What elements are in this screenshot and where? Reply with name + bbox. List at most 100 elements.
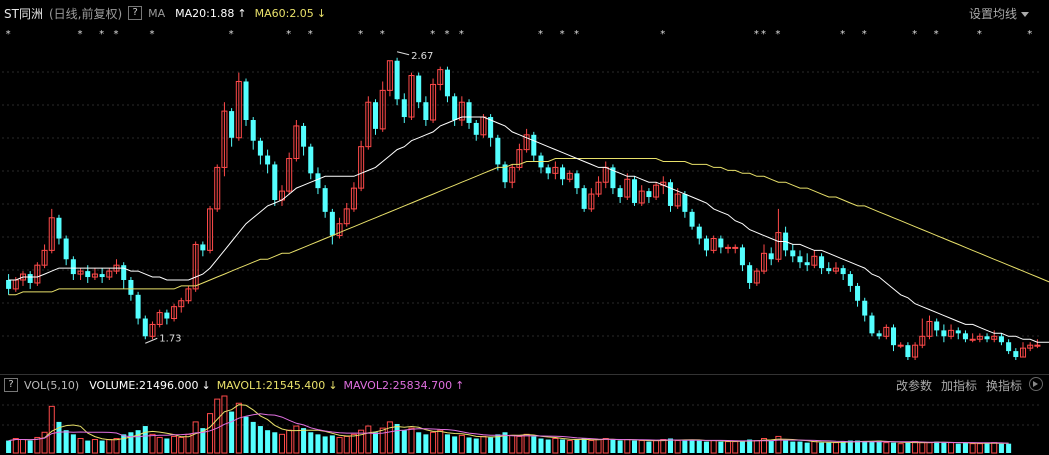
volume-bar-up <box>437 429 444 454</box>
event-marker: * <box>444 29 449 40</box>
candle-down <box>934 321 940 331</box>
candle-down <box>560 167 566 180</box>
candle-down <box>495 137 501 165</box>
candle-up <box>710 238 717 251</box>
candle-up <box>760 252 768 272</box>
event-marker: * <box>358 29 363 40</box>
candle-down <box>229 111 235 138</box>
volume-bar-up <box>350 433 357 454</box>
candle-down <box>1013 351 1019 358</box>
event-marker: * <box>660 29 665 40</box>
candle-down <box>135 294 141 319</box>
candle-down <box>423 102 429 120</box>
candle-down <box>142 318 148 337</box>
add-indicator-button[interactable]: 加指标 <box>941 379 978 393</box>
volume-bar-up <box>480 435 487 454</box>
volume-bar-down <box>502 432 508 453</box>
candle-up <box>221 110 228 168</box>
event-marker: * <box>78 29 83 40</box>
volume-bar-down <box>847 440 853 453</box>
volume-bar-up <box>386 421 393 454</box>
volume-bar-down <box>876 440 882 453</box>
volume-bar-down <box>646 441 652 453</box>
volume-bar-down <box>696 440 702 453</box>
candle-down <box>819 256 825 269</box>
volume-bar-up <box>113 437 120 454</box>
event-marker: * <box>430 29 435 40</box>
volume-bar-down <box>862 441 868 453</box>
candle-up <box>919 335 926 346</box>
candle-down <box>85 271 91 278</box>
volume-bar-down <box>372 432 379 453</box>
candle-down <box>840 268 846 275</box>
volume-bar-up <box>725 441 732 454</box>
candle-down <box>63 238 69 260</box>
volume-help-button[interactable]: ? <box>4 378 18 392</box>
volume-bar-up <box>207 413 214 454</box>
candle-up <box>343 208 350 225</box>
volume-bar-down <box>99 440 105 453</box>
volume-bar-down <box>998 443 1004 453</box>
candle-down <box>890 327 897 346</box>
switch-indicator-button[interactable]: 换指标 <box>986 379 1023 393</box>
candle-down <box>790 250 796 257</box>
event-marker: * <box>840 29 845 40</box>
volume-bar-up <box>523 433 530 454</box>
volume-bar-down <box>63 430 69 453</box>
volume-bar-up <box>149 433 156 454</box>
candle-up <box>624 178 631 198</box>
volume-bar-up <box>552 437 559 454</box>
candle-up <box>207 208 214 251</box>
play-icon[interactable] <box>1029 377 1043 391</box>
volume-bar-down <box>423 434 429 453</box>
volume-bar-up <box>516 435 523 454</box>
candle-down <box>272 164 278 200</box>
volume-bar-down <box>804 442 810 453</box>
volume-bar-up <box>912 441 919 454</box>
candle-up <box>235 80 242 139</box>
candle-up <box>286 158 293 192</box>
candle-up <box>34 264 41 284</box>
candle-down <box>250 120 256 141</box>
event-marker: * <box>229 29 234 40</box>
event-marker: * <box>286 29 291 40</box>
volume-indicator-name: VOL(5,10) <box>24 378 80 392</box>
volume-bar-down <box>265 430 271 453</box>
volume-bar-up <box>760 437 768 454</box>
volume-bar-down <box>869 441 875 453</box>
change-params-button[interactable]: 改参数 <box>896 379 933 393</box>
volume-bar-down <box>6 440 12 453</box>
candle-down <box>531 134 537 156</box>
candle-up <box>430 83 437 121</box>
stock-name[interactable]: ST同洲 <box>4 6 43 21</box>
candle-down <box>862 300 868 316</box>
volume-bar-down <box>329 435 335 453</box>
candle-down <box>739 247 745 266</box>
help-button[interactable]: ? <box>128 6 143 20</box>
candle-down <box>27 274 33 283</box>
candle-up <box>386 60 393 91</box>
candle-down <box>329 211 335 236</box>
candle-down <box>718 238 724 248</box>
settings-ma-button[interactable]: 设置均线 <box>969 5 1029 22</box>
up-arrow-icon: ↑ <box>455 378 465 392</box>
volume-bar-up <box>343 435 350 454</box>
volume-bar-down <box>718 441 724 453</box>
volume-bar-up <box>653 440 660 454</box>
volume-bar-down <box>984 442 990 453</box>
volume-bar-up <box>976 443 983 454</box>
volume-bar-down <box>826 442 832 453</box>
event-marker: * <box>149 29 154 40</box>
volume-bar-up <box>41 431 48 454</box>
volume-bar-down <box>85 440 91 453</box>
candle-down <box>574 173 580 189</box>
volume-bar-down <box>466 437 472 453</box>
volume-bar-up <box>753 440 760 454</box>
volume-bar-down <box>322 436 328 453</box>
mavol2-line <box>8 413 1009 444</box>
candle-up <box>149 323 156 337</box>
candle-up <box>214 166 221 210</box>
volume-header: ? VOL(5,10) VOLUME:21496.000 ↓ MAVOL1:21… <box>0 374 1049 395</box>
volume-bar-up <box>660 439 667 454</box>
